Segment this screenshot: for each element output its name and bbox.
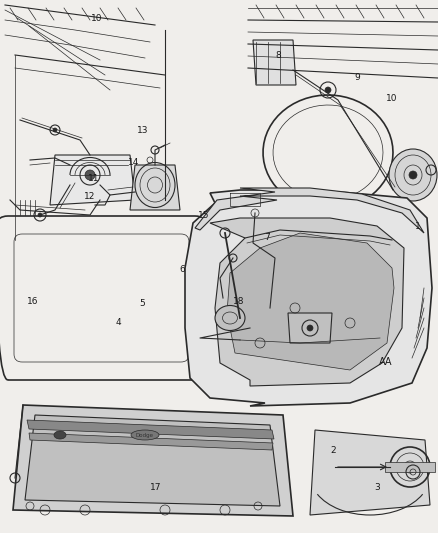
Polygon shape <box>50 155 135 205</box>
Text: 15: 15 <box>198 212 209 220</box>
Text: 18: 18 <box>233 297 244 305</box>
Text: 3: 3 <box>374 483 380 492</box>
Polygon shape <box>288 313 332 343</box>
Circle shape <box>38 213 42 217</box>
Polygon shape <box>130 165 180 210</box>
Polygon shape <box>13 405 293 516</box>
Polygon shape <box>210 218 404 386</box>
Ellipse shape <box>389 149 437 201</box>
Text: 4: 4 <box>116 318 121 327</box>
Circle shape <box>53 128 57 132</box>
Text: 2: 2 <box>330 446 336 455</box>
Text: 10: 10 <box>386 94 398 103</box>
Polygon shape <box>29 433 273 450</box>
Text: Dodge: Dodge <box>136 432 154 438</box>
Circle shape <box>325 87 331 93</box>
Text: 13: 13 <box>137 126 148 135</box>
Text: 1: 1 <box>415 222 421 231</box>
Text: 8: 8 <box>275 52 281 60</box>
Polygon shape <box>253 40 296 85</box>
Text: AA: AA <box>379 358 392 367</box>
Ellipse shape <box>54 431 66 439</box>
Polygon shape <box>310 430 430 515</box>
Ellipse shape <box>215 305 245 330</box>
Text: 14: 14 <box>128 158 139 167</box>
Text: 6: 6 <box>179 265 185 273</box>
Ellipse shape <box>131 430 159 440</box>
Circle shape <box>85 170 95 180</box>
Polygon shape <box>27 420 274 439</box>
Polygon shape <box>185 190 432 406</box>
Text: 9: 9 <box>354 73 360 82</box>
Polygon shape <box>195 188 424 233</box>
Circle shape <box>307 325 313 331</box>
Text: 10: 10 <box>91 14 102 23</box>
Circle shape <box>409 171 417 179</box>
Text: 16: 16 <box>27 297 39 305</box>
Text: 12: 12 <box>84 192 95 200</box>
Polygon shape <box>385 462 435 472</box>
Polygon shape <box>25 415 280 506</box>
Text: 7: 7 <box>264 233 270 241</box>
Text: 5: 5 <box>139 300 145 308</box>
Text: 17: 17 <box>150 483 161 492</box>
Text: 11: 11 <box>88 174 100 183</box>
Polygon shape <box>227 233 394 370</box>
